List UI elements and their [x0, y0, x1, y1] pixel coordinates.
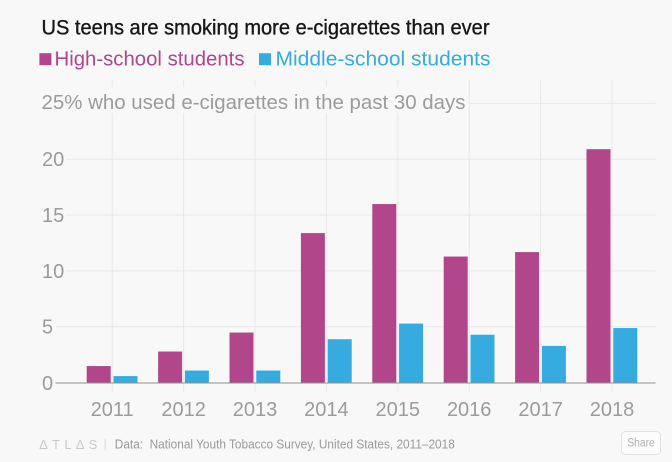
svg-text:2016: 2016 — [447, 399, 492, 421]
svg-text:20: 20 — [42, 149, 64, 171]
svg-text:2014: 2014 — [304, 399, 349, 421]
svg-text:US teens are smoking more e-ci: US teens are smoking more e-cigarettes t… — [42, 16, 490, 40]
svg-text:2015: 2015 — [376, 399, 421, 421]
svg-text:∆TL∆S: ∆TL∆S — [40, 437, 102, 452]
svg-text:Share: Share — [627, 438, 655, 450]
svg-text:|: | — [104, 437, 107, 452]
svg-text:Middle-school students: Middle-school students — [276, 47, 491, 70]
svg-text:2013: 2013 — [233, 399, 278, 421]
svg-text:25% who used e-cigarettes in t: 25% who used e-cigarettes in the past 30… — [42, 92, 466, 114]
svg-text:2011: 2011 — [91, 399, 134, 421]
svg-text:2012: 2012 — [161, 399, 206, 421]
svg-text:High-school students: High-school students — [55, 47, 245, 70]
svg-text:2017: 2017 — [518, 399, 563, 421]
svg-text:Data: National Youth Tobacco: Data: National Youth Tobacco Survey, Uni… — [115, 438, 455, 452]
svg-text:15: 15 — [42, 205, 64, 227]
svg-text:5: 5 — [42, 317, 53, 339]
svg-text:2018: 2018 — [590, 399, 635, 421]
svg-text:0: 0 — [42, 373, 53, 395]
svg-text:10: 10 — [42, 261, 64, 283]
